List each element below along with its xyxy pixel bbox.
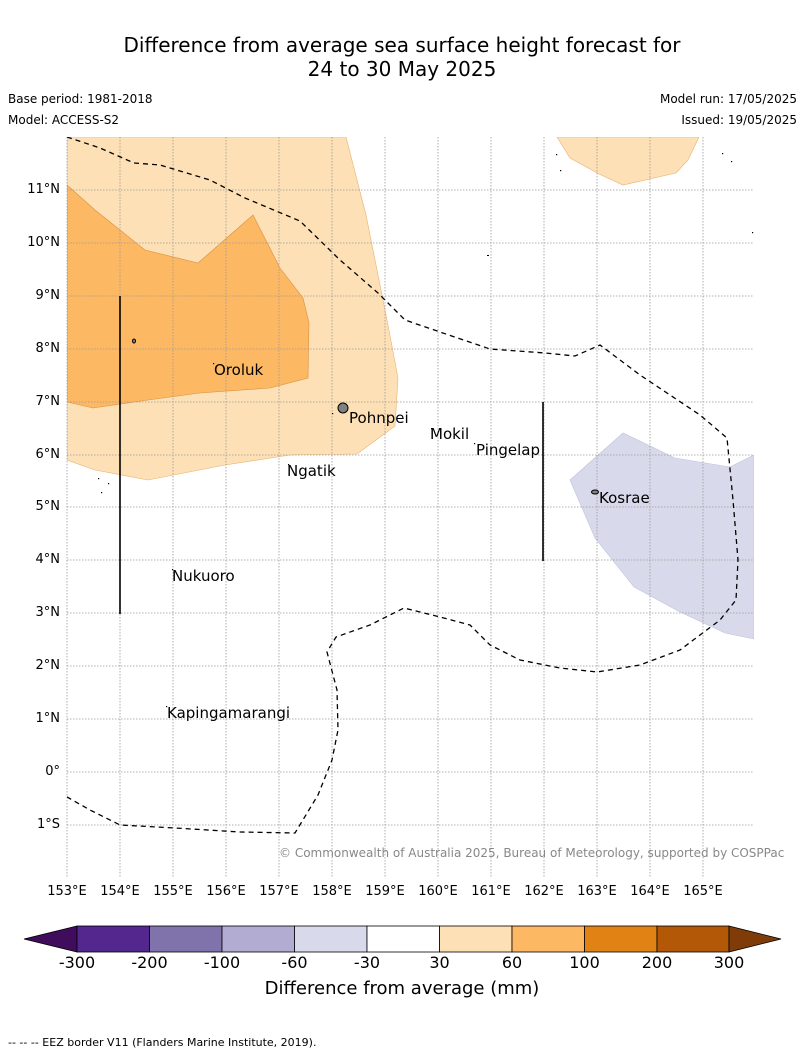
lat-label-5n: 5°N bbox=[35, 499, 61, 514]
lat-label-0: 0° bbox=[45, 764, 60, 779]
lat-label-11n: 11°N bbox=[27, 182, 60, 197]
kosrae-island bbox=[591, 489, 599, 495]
colorbar-bin-9 bbox=[656, 925, 730, 953]
lat-label-3n: 3°N bbox=[35, 605, 61, 620]
lat-label-8n: 8°N bbox=[35, 341, 61, 356]
lon-label-162e: 162°E bbox=[524, 884, 564, 899]
lat-label-9n: 9°N bbox=[35, 288, 61, 303]
model-label: Model: ACCESS-S2 bbox=[8, 113, 120, 127]
gridlines bbox=[66, 137, 754, 877]
anomaly-region-negative bbox=[569, 432, 754, 640]
place-label-pohnpei: Pohnpei bbox=[349, 409, 409, 427]
place-label-kosrae: Kosrae bbox=[599, 489, 650, 507]
colorbar-tick-7: 100 bbox=[569, 953, 600, 972]
eez-border bbox=[67, 137, 739, 834]
colorbar-min-extend bbox=[23, 925, 78, 953]
lon-label-164e: 164°E bbox=[630, 884, 670, 899]
colorbar-bin-1 bbox=[76, 925, 150, 953]
colorbar-tick-2: -100 bbox=[203, 953, 241, 972]
lon-label-155e: 155°E bbox=[153, 884, 193, 899]
colorbar-tick-0: -300 bbox=[58, 953, 96, 972]
colorbar-tick-1: -200 bbox=[131, 953, 168, 972]
lon-label-158e: 158°E bbox=[312, 884, 352, 899]
colorbar-tick-3: -60 bbox=[281, 953, 308, 972]
map-title: Difference from average sea surface heig… bbox=[0, 33, 804, 81]
lat-label-6n: 6°N bbox=[35, 447, 61, 462]
eez-footnote: -- -- -- EEZ border V11 (Flanders Marine… bbox=[8, 1036, 317, 1049]
lon-label-156e: 156°E bbox=[206, 884, 246, 899]
colorbar-max-extend bbox=[728, 925, 782, 953]
colorbar-title: Difference from average (mm) bbox=[264, 978, 540, 999]
small-island-west bbox=[132, 338, 136, 344]
pohnpei-island bbox=[337, 402, 349, 414]
colorbar-tick-5: 30 bbox=[429, 953, 450, 972]
lat-label-7n: 7°N bbox=[35, 394, 61, 409]
place-label-kapingamarangi: Kapingamarangi bbox=[167, 704, 291, 722]
islands bbox=[132, 338, 599, 495]
colorbar-bin-5 bbox=[366, 925, 440, 953]
place-label-oroluk: Oroluk bbox=[214, 361, 264, 379]
map-area bbox=[67, 137, 754, 640]
colorbar-tick-4: -30 bbox=[353, 953, 381, 972]
anomaly-region-60-100 bbox=[67, 184, 310, 409]
lat-label-1s: 1°S bbox=[36, 817, 60, 832]
lon-label-157e: 157°E bbox=[259, 884, 299, 899]
islet-dots bbox=[98, 153, 754, 708]
colorbar-tick-8: 200 bbox=[641, 953, 673, 972]
reference-lines bbox=[119, 296, 544, 614]
title-line-1: Difference from average sea surface heig… bbox=[123, 33, 681, 57]
lon-label-153e: 153°E bbox=[47, 884, 87, 899]
colorbar-bin-7 bbox=[511, 925, 585, 953]
colorbar-tick-9: 300 bbox=[713, 953, 745, 972]
lon-label-165e: 165°E bbox=[683, 884, 723, 899]
lon-label-163e: 163°E bbox=[577, 884, 617, 899]
colorbar-bin-4 bbox=[294, 925, 368, 953]
lat-label-2n: 2°N bbox=[35, 658, 61, 673]
place-label-ngatik: Ngatik bbox=[287, 462, 336, 480]
colorbar-tick-6: 60 bbox=[501, 953, 523, 972]
lon-label-159e: 159°E bbox=[365, 884, 405, 899]
lon-label-154e: 154°E bbox=[100, 884, 140, 899]
issued-label: Issued: 19/05/2025 bbox=[681, 113, 797, 127]
anomaly-region-ne bbox=[556, 137, 700, 186]
colorbar-bin-8 bbox=[584, 925, 658, 953]
model-run-label: Model run: 17/05/2025 bbox=[659, 92, 797, 106]
lat-label-4n: 4°N bbox=[35, 552, 61, 567]
lat-label-1n: 1°N bbox=[35, 711, 61, 726]
colorbar-bin-6 bbox=[439, 925, 513, 953]
place-label-mokil: Mokil bbox=[430, 425, 470, 443]
lat-label-10n: 10°N bbox=[27, 235, 60, 250]
title-line-2: 24 to 30 May 2025 bbox=[307, 57, 497, 81]
colorbar-bin-2 bbox=[149, 925, 223, 953]
colorbar bbox=[23, 925, 782, 953]
colorbar-bin-3 bbox=[221, 925, 295, 953]
base-period-label: Base period: 1981-2018 bbox=[8, 92, 153, 106]
place-label-pingelap: Pingelap bbox=[476, 441, 541, 459]
lon-label-160e: 160°E bbox=[418, 884, 458, 899]
copyright-notice: © Commonwealth of Australia 2025, Bureau… bbox=[279, 846, 785, 860]
lon-label-161e: 161°E bbox=[471, 884, 511, 899]
place-label-nukuoro: Nukuoro bbox=[172, 567, 235, 585]
